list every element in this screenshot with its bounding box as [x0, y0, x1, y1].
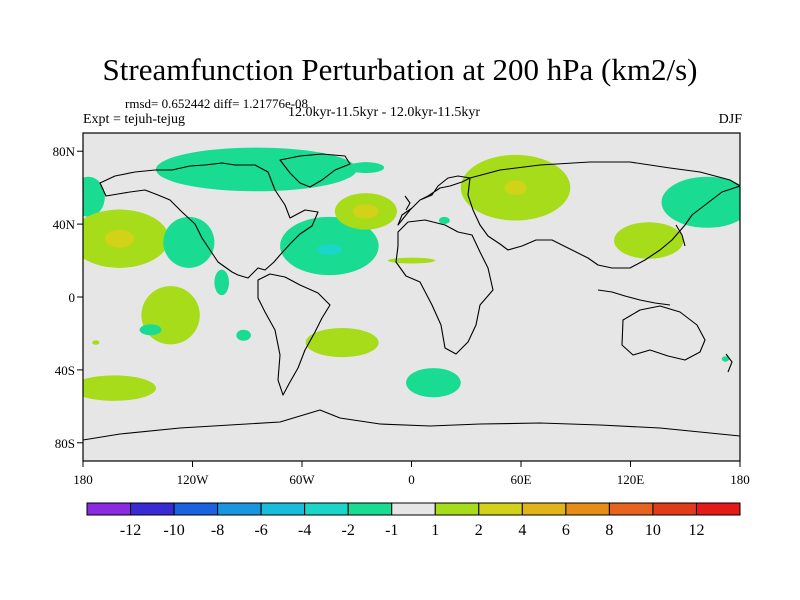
anomaly-region-10 — [438, 216, 450, 225]
colorbar-swatch-8 — [434, 502, 480, 516]
colorbar-label-2: -8 — [211, 522, 224, 539]
coast-indonesia — [597, 289, 671, 306]
anomaly-region-20 — [236, 329, 251, 341]
colorbar-swatch-6 — [347, 502, 393, 516]
coast-australia — [621, 305, 706, 361]
colorbar-swatch-13 — [652, 502, 697, 516]
season-label: DJF — [718, 112, 742, 127]
y-tick-label-4: 80S — [55, 436, 75, 451]
colorbar-swatch-1 — [130, 502, 175, 516]
colorbar-swatch-0 — [86, 502, 132, 516]
anomaly-region-22 — [83, 375, 156, 401]
x-tick-label-1: 120W — [177, 472, 210, 487]
y-axis: 80N 40N 0 40S 80S — [53, 144, 83, 451]
colorbar-label-7: 1 — [431, 522, 439, 539]
colorbar: -12 -10 -8 -6 -4 -2 -1 1 2 4 6 8 10 12 — [86, 502, 741, 539]
y-tick-label-1: 40N — [53, 217, 76, 232]
colorbar-label-8: 2 — [475, 522, 483, 539]
coast-africa — [395, 219, 494, 355]
colorbar-swatch-4 — [260, 502, 306, 516]
y-tick-label-2: 0 — [69, 290, 76, 305]
anomaly-region-13 — [661, 176, 740, 228]
anomaly-region-12 — [504, 180, 527, 195]
y-tick-label-3: 40S — [55, 363, 75, 378]
anomaly-region-7 — [316, 244, 343, 256]
x-tick-label-2: 60W — [289, 472, 315, 487]
anomaly-region-16 — [214, 269, 229, 296]
coast-asia — [467, 161, 740, 269]
colorbar-label-9: 4 — [518, 522, 526, 539]
anomaly-region-17 — [141, 286, 200, 345]
coast-antarctica — [83, 409, 740, 441]
anomaly-region-1 — [347, 162, 385, 174]
colorbar-label-13: 12 — [688, 522, 704, 539]
anomaly-region-2 — [83, 176, 105, 217]
anomaly-region-23 — [406, 368, 461, 398]
coast-japan — [675, 224, 686, 247]
coast-south-america — [257, 273, 331, 396]
colorbar-label-3: -6 — [254, 522, 267, 539]
colorbar-label-0: -12 — [120, 522, 141, 539]
coast-new-zealand — [725, 353, 733, 373]
anomaly-region-4 — [104, 229, 135, 248]
coast-british-isles — [404, 195, 411, 211]
coast-europe — [397, 175, 471, 226]
chart-title: Streamfunction Perturbation at 200 hPa (… — [102, 52, 698, 87]
anomaly-region-15 — [387, 257, 436, 264]
colorbar-label-1: -10 — [163, 522, 184, 539]
x-tick-label-0: 180 — [73, 472, 93, 487]
period-label: 12.0kyr-11.5kyr - 12.0kyr-11.5kyr — [288, 105, 481, 120]
anomaly-region-24 — [721, 356, 730, 362]
colorbar-swatch-10 — [521, 502, 567, 516]
colorbar-swatch-11 — [565, 502, 610, 516]
colorbar-label-4: -4 — [298, 522, 311, 539]
experiment-label: Expt = tejuh-tejug — [83, 112, 185, 127]
colorbar-label-11: 8 — [605, 522, 613, 539]
colorbar-swatch-9 — [478, 502, 523, 516]
coast-greenland — [279, 153, 351, 188]
anomaly-region-19 — [92, 340, 100, 345]
colorbar-swatch-14 — [695, 502, 741, 516]
x-tick-label-6: 180 — [730, 472, 750, 487]
colorbar-swatch-3 — [217, 502, 262, 516]
anomaly-region-18 — [139, 324, 162, 336]
y-tick-label-0: 80N — [53, 144, 76, 159]
anomaly-region-9 — [353, 204, 379, 219]
x-tick-label-4: 60E — [511, 472, 532, 487]
colorbar-label-5: -2 — [342, 522, 355, 539]
stats-text: rmsd= 0.652442 diff= 1.21776e-08 — [125, 96, 309, 111]
colorbar-swatch-7 — [391, 502, 436, 516]
coast-north-america — [99, 162, 319, 279]
colorbar-swatch-2 — [173, 502, 219, 516]
colorbar-swatch-12 — [608, 502, 654, 516]
coastlines — [83, 153, 740, 441]
colorbar-label-12: 10 — [645, 522, 661, 539]
anomaly-region-0 — [156, 147, 357, 192]
anomaly-region-14 — [614, 222, 684, 259]
colorbar-label-6: -1 — [385, 522, 398, 539]
x-axis: 180 120W 60W 0 60E 120E 180 — [73, 461, 750, 487]
colorbar-swatch-5 — [304, 502, 349, 516]
x-tick-label-3: 0 — [408, 472, 415, 487]
anomaly-region-21 — [305, 327, 379, 358]
anomaly-region-5 — [163, 216, 215, 268]
colorbar-label-10: 6 — [562, 522, 570, 539]
x-tick-label-5: 120E — [617, 472, 645, 487]
